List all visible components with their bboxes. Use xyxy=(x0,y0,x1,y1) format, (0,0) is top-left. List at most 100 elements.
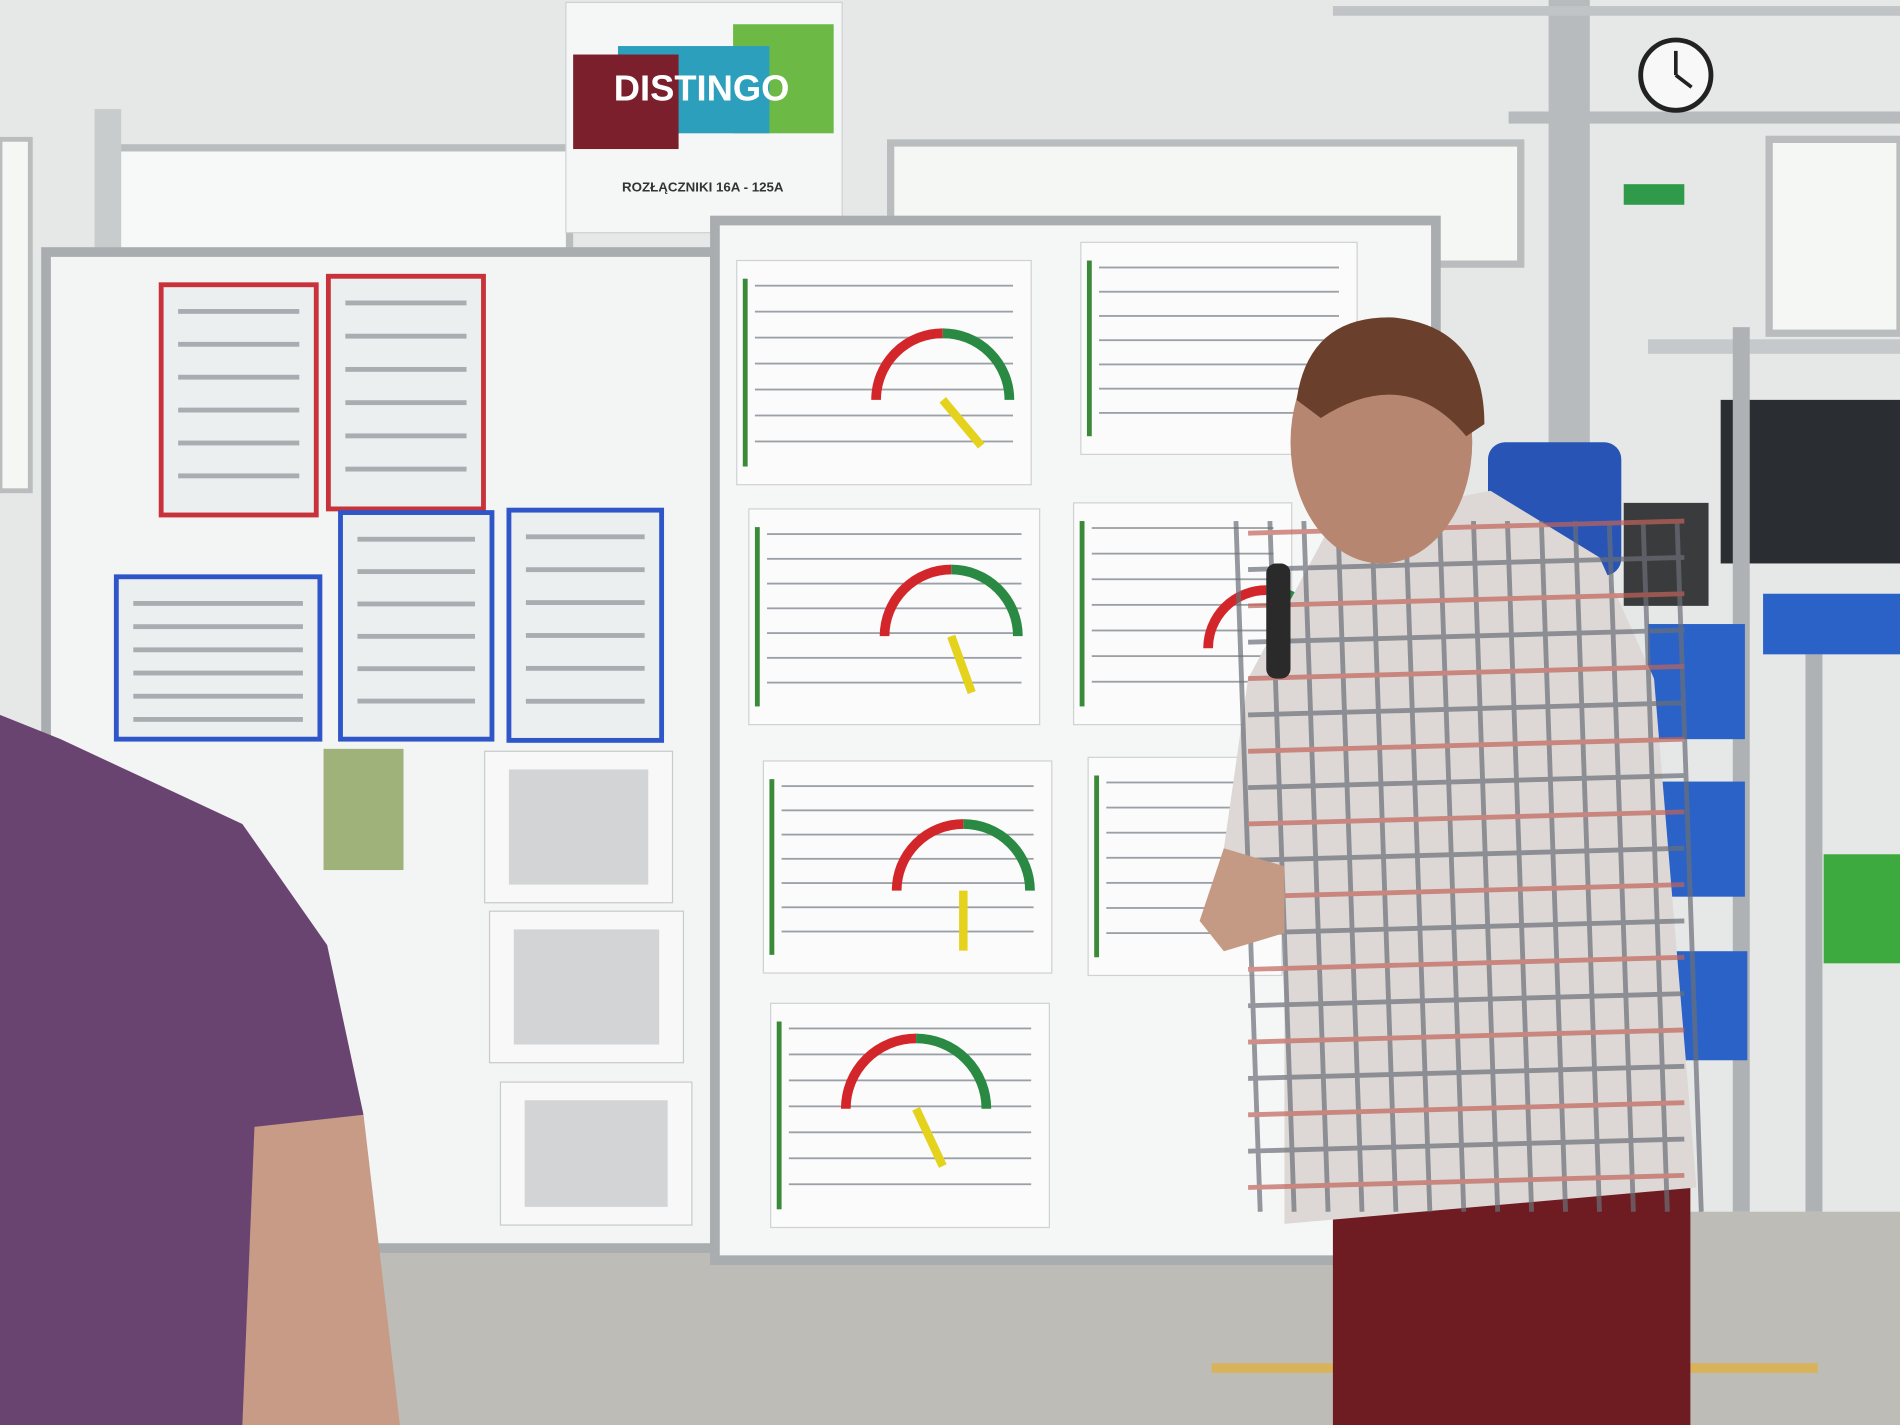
plaid-stripe xyxy=(1248,1100,1685,1118)
table-image xyxy=(524,1100,668,1207)
monitor xyxy=(1720,399,1900,564)
document-line xyxy=(357,569,475,575)
exit-sign xyxy=(1623,184,1685,205)
table-row xyxy=(1106,781,1264,784)
plaid-stripe xyxy=(1572,520,1602,1212)
document-line xyxy=(178,473,300,479)
shelf-post xyxy=(1732,327,1750,1212)
table-row xyxy=(754,414,1014,417)
document-line xyxy=(133,670,303,676)
machine xyxy=(1623,502,1709,606)
gauge-red xyxy=(1203,585,1267,649)
bin xyxy=(1647,624,1745,740)
gauge-green xyxy=(951,564,1023,637)
shelf-post xyxy=(1805,654,1823,1212)
table-row xyxy=(1099,315,1339,317)
table-row xyxy=(788,1157,1032,1160)
gauge-red xyxy=(891,819,964,891)
shirt-pattern xyxy=(1233,518,1704,1212)
gauge-green xyxy=(963,819,1035,891)
plaid-stripe xyxy=(1248,554,1685,572)
gauge-red xyxy=(879,564,952,637)
document-line xyxy=(357,536,475,542)
document-line xyxy=(178,407,300,413)
document-line xyxy=(357,601,475,607)
table-row xyxy=(781,785,1034,788)
document-line xyxy=(525,567,645,573)
table-row xyxy=(1106,806,1264,809)
microphone xyxy=(1266,563,1291,679)
plaid-stripe xyxy=(1248,1027,1685,1045)
plaid-stripe xyxy=(1335,520,1365,1212)
status-bar xyxy=(742,278,748,467)
framed-document xyxy=(158,282,319,518)
document-line xyxy=(525,600,645,606)
document-line xyxy=(178,341,300,347)
hair xyxy=(1296,317,1485,437)
document-line xyxy=(345,366,467,372)
plaid-stripe xyxy=(1248,591,1685,609)
bin xyxy=(1672,951,1748,1061)
status-bar xyxy=(1079,521,1085,707)
table-row xyxy=(1099,290,1339,293)
table-row xyxy=(1091,680,1274,683)
document-line xyxy=(345,300,467,306)
table-row xyxy=(1106,881,1264,884)
table-row xyxy=(1099,411,1339,414)
plaid-stripe xyxy=(1369,520,1399,1212)
plaid-stripe xyxy=(1248,1063,1685,1081)
table-row xyxy=(754,440,1014,443)
shelf xyxy=(1647,339,1900,354)
table-row xyxy=(788,1105,1032,1108)
table-row xyxy=(754,310,1014,313)
document-line xyxy=(345,400,467,406)
sticker xyxy=(323,748,404,871)
gauge-needle xyxy=(947,634,976,694)
table-image xyxy=(508,769,649,885)
window xyxy=(0,136,33,494)
table-row xyxy=(788,1079,1032,1082)
plaid-stripe xyxy=(1248,954,1685,972)
table-row xyxy=(754,336,1014,339)
gauge-needle xyxy=(939,397,985,449)
plaid-stripe xyxy=(1248,845,1685,863)
table-row xyxy=(781,882,1034,884)
plaid-stripe xyxy=(1301,520,1331,1212)
sign: DISTINGO ROZŁĄCZNIKI 16A - 125A xyxy=(565,1,843,234)
table-row xyxy=(1091,527,1274,529)
plaid-stripe xyxy=(1674,520,1704,1212)
pillar xyxy=(94,109,122,261)
table-row xyxy=(788,1027,1032,1030)
table-row xyxy=(767,656,1022,659)
document-line xyxy=(525,698,645,704)
table-row xyxy=(767,582,1022,585)
plaid-stripe xyxy=(1640,520,1670,1212)
plaid-stripe xyxy=(1248,773,1685,791)
table-row xyxy=(754,388,1014,391)
shirt xyxy=(0,714,364,1425)
table-row xyxy=(1099,339,1339,342)
status-bar xyxy=(776,1021,782,1210)
table-row xyxy=(788,1131,1032,1134)
window xyxy=(111,144,574,261)
table-row xyxy=(1091,603,1274,606)
table-row xyxy=(767,632,1022,634)
document-line xyxy=(525,665,645,671)
bin xyxy=(1823,854,1900,964)
gauge-green xyxy=(915,1033,992,1109)
bin xyxy=(1763,593,1900,655)
table-row xyxy=(1091,629,1274,632)
document-line xyxy=(178,374,300,380)
rail xyxy=(1332,6,1900,16)
plaid-stripe xyxy=(1248,1172,1685,1190)
table-row xyxy=(781,833,1034,836)
kpi-sheet xyxy=(748,508,1041,726)
document-line xyxy=(133,717,303,722)
table-row xyxy=(1099,363,1339,366)
framed-document xyxy=(506,507,665,743)
document-line xyxy=(357,698,475,704)
document-line xyxy=(178,440,300,446)
plaid-stripe xyxy=(1248,700,1685,718)
plaid-stripe xyxy=(1248,809,1685,827)
